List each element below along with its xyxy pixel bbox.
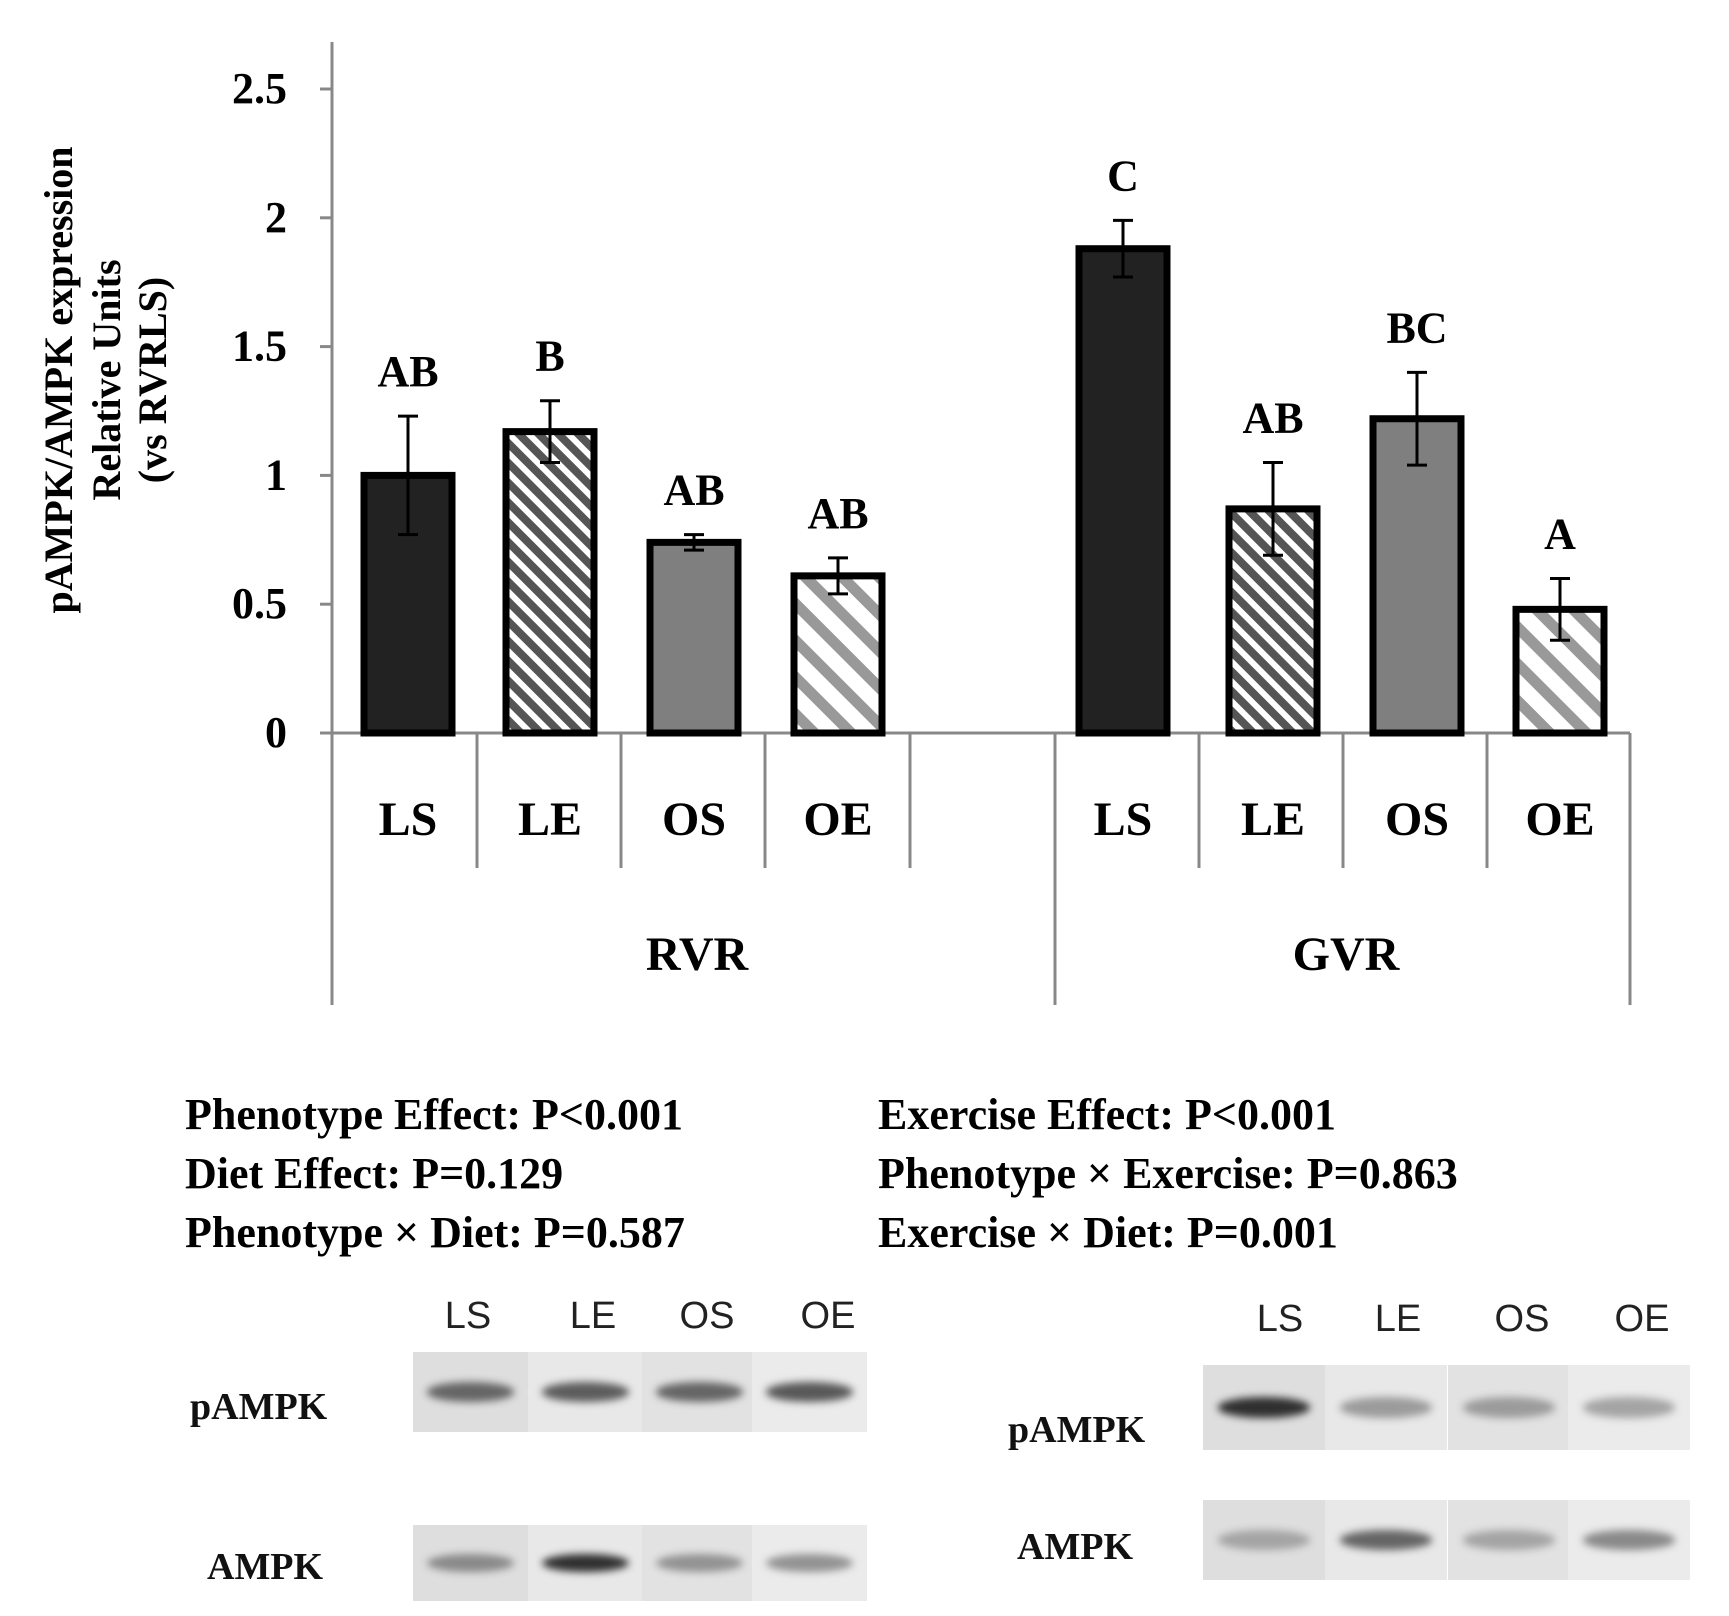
blot-left-lane-ls: LS xyxy=(444,1295,492,1337)
category-label: LE xyxy=(518,793,582,846)
blot-band-cell xyxy=(1448,1365,1570,1450)
blot-band xyxy=(426,1382,515,1402)
blot-band-cell xyxy=(642,1525,757,1601)
blot-band-cell xyxy=(642,1352,757,1432)
stat-exercise-diet: Exercise × Diet: P=0.001 xyxy=(878,1208,1338,1257)
significance-label: C xyxy=(1107,151,1139,200)
significance-label: BC xyxy=(1386,303,1447,352)
significance-label: AB xyxy=(663,466,724,515)
blot-right-lane-oe: OE xyxy=(1614,1298,1670,1340)
significance-label: AB xyxy=(807,489,868,538)
blot-band xyxy=(426,1553,515,1573)
blot-right-row-pampk: pAMPK xyxy=(1008,1409,1146,1451)
blot-band xyxy=(541,1553,630,1573)
category-labels: LS LE OS OE RVR LS LE OS OE GVR xyxy=(379,793,1595,981)
bar-chart: pAMPK/AMPK expression Relative Units (vs… xyxy=(36,42,1632,1005)
blot-band xyxy=(1217,1530,1311,1550)
bar xyxy=(1369,415,1465,737)
blot-band xyxy=(1462,1397,1556,1418)
blot-band-cell xyxy=(1325,1365,1447,1450)
blot-band xyxy=(1582,1530,1676,1550)
blot-band xyxy=(655,1553,744,1573)
stat-phenotype-diet: Phenotype × Diet: P=0.587 xyxy=(185,1208,685,1257)
blot-band xyxy=(1582,1397,1676,1418)
blot-band xyxy=(655,1382,744,1402)
y-tick-label: 0.5 xyxy=(232,579,287,628)
significance-label: B xyxy=(535,332,564,381)
category-label: LS xyxy=(1094,793,1153,846)
bar xyxy=(1075,245,1171,737)
y-axis-label-line-1: pAMPK/AMPK expression xyxy=(36,146,81,613)
category-label: LE xyxy=(1241,793,1305,846)
y-tick-label: 2 xyxy=(265,193,287,242)
blot-band xyxy=(765,1553,854,1573)
significance-label: A xyxy=(1544,509,1576,558)
bar xyxy=(502,428,598,737)
stats-right: Exercise Effect: P<0.001 Phenotype × Exe… xyxy=(878,1085,1458,1262)
bar xyxy=(1512,605,1608,737)
blot-right-lane-ls: LS xyxy=(1256,1298,1304,1340)
blot-band-cell xyxy=(1568,1500,1690,1580)
blot-right-row-ampk: AMPK xyxy=(1017,1526,1134,1568)
blot-band-cell xyxy=(1448,1500,1570,1580)
blot-band xyxy=(765,1382,854,1402)
blot-left-lane-os: OS xyxy=(679,1295,735,1337)
y-axis-label: pAMPK/AMPK expression Relative Units (vs… xyxy=(36,146,175,613)
y-axis-label-line-2: Relative Units xyxy=(84,259,129,500)
stat-exercise-effect: Exercise Effect: P<0.001 xyxy=(878,1090,1336,1139)
y-axis-label-line-3: (vs RVRLS) xyxy=(130,277,175,483)
y-tick-label: 1.5 xyxy=(232,322,287,371)
stats-left: Phenotype Effect: P<0.001 Diet Effect: P… xyxy=(185,1085,685,1262)
blot-left-lane-oe: OE xyxy=(800,1295,856,1337)
blot-band-cell xyxy=(1325,1500,1447,1580)
category-label: OE xyxy=(1525,793,1594,846)
blot-right-lane-os: OS xyxy=(1494,1298,1550,1340)
group-label: GVR xyxy=(1293,928,1401,981)
category-label: LS xyxy=(379,793,438,846)
stat-phenotype-effect: Phenotype Effect: P<0.001 xyxy=(185,1090,683,1139)
blot-left-lane-le: LE xyxy=(569,1295,617,1337)
blot-band xyxy=(541,1382,630,1402)
y-tick-label: 2.5 xyxy=(232,64,287,113)
category-label: OE xyxy=(803,793,872,846)
blot-band-cell xyxy=(413,1352,528,1432)
blot-band-cell xyxy=(413,1525,528,1601)
significance-label: AB xyxy=(1242,394,1303,443)
blot-left-row-ampk: AMPK xyxy=(207,1546,324,1588)
blot-band-cell xyxy=(752,1352,867,1432)
bars: AB B AB AB C AB BC A xyxy=(360,151,1608,737)
y-tick-label: 0 xyxy=(265,708,287,757)
category-label: OS xyxy=(662,793,726,846)
significance-label: AB xyxy=(377,347,438,396)
stat-diet-effect: Diet Effect: P=0.129 xyxy=(185,1149,564,1198)
blot-band-cell xyxy=(528,1525,643,1601)
blot-band-cell xyxy=(1203,1365,1325,1450)
blot-band xyxy=(1339,1530,1433,1550)
group-label: RVR xyxy=(646,928,750,981)
y-tick-label: 1 xyxy=(265,450,287,499)
blot-band xyxy=(1217,1397,1311,1418)
blot-band-cell xyxy=(528,1352,643,1432)
blot-band xyxy=(1462,1530,1556,1550)
blot-right-lane-le: LE xyxy=(1374,1298,1422,1340)
blot-band xyxy=(1339,1397,1433,1418)
stat-phenotype-exercise: Phenotype × Exercise: P=0.863 xyxy=(878,1149,1458,1198)
blot-band-cell xyxy=(1568,1365,1690,1450)
blot-band-cell xyxy=(1203,1500,1325,1580)
y-ticks: 0 0.5 1 1.5 2 2.5 xyxy=(232,64,332,757)
category-label: OS xyxy=(1385,793,1449,846)
bar xyxy=(790,572,886,737)
blot-band-cell xyxy=(752,1525,867,1601)
bar xyxy=(646,538,742,737)
blot-left-row-pampk: pAMPK xyxy=(190,1386,328,1428)
